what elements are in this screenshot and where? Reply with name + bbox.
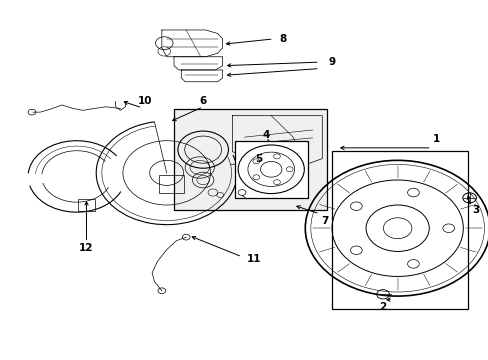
Text: 9: 9 [328, 57, 335, 67]
Text: 3: 3 [471, 205, 478, 215]
Text: 11: 11 [246, 253, 261, 264]
Bar [159, 175, 183, 193]
Bar [234, 141, 307, 198]
Text: 5: 5 [255, 154, 262, 163]
Bar [78, 199, 95, 211]
Text: 8: 8 [279, 34, 286, 44]
Text: 12: 12 [79, 243, 94, 253]
Text: 2: 2 [379, 302, 386, 312]
Text: 10: 10 [137, 96, 152, 107]
Text: 7: 7 [321, 216, 328, 226]
Text: 4: 4 [262, 130, 269, 140]
Bar [331, 152, 467, 309]
Text: 1: 1 [432, 134, 439, 144]
Text: 6: 6 [199, 96, 206, 107]
Bar [174, 109, 326, 210]
